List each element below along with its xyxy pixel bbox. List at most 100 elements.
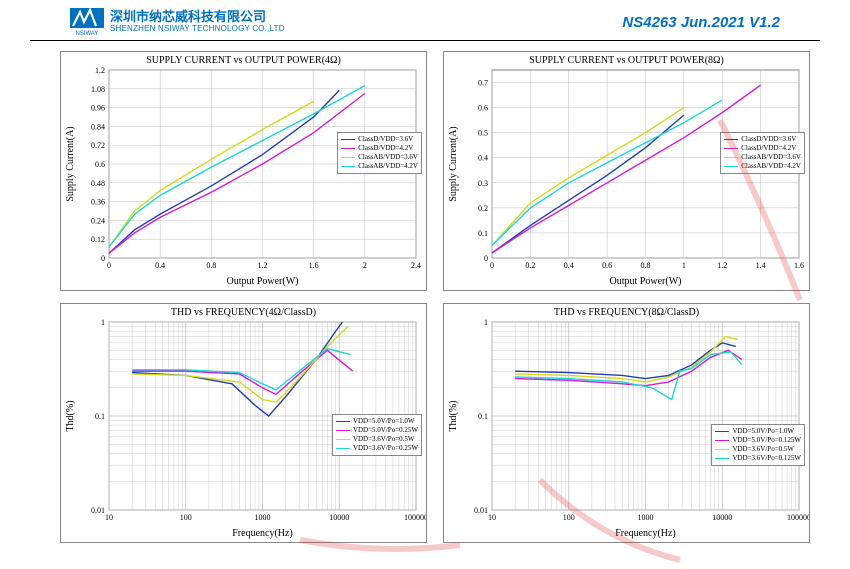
legend-label: ClassD/VDD=3.6V bbox=[741, 135, 796, 144]
legend-swatch bbox=[341, 139, 355, 140]
svg-text:1000: 1000 bbox=[638, 513, 654, 522]
legend-label: VDD=5.0V/Po=1.0W bbox=[732, 427, 794, 436]
svg-text:10000: 10000 bbox=[329, 513, 349, 522]
legend-swatch bbox=[724, 166, 738, 167]
svg-text:0.2: 0.2 bbox=[478, 204, 488, 213]
chart-svg: 101001000100001000000.010.11Frequency(Hz… bbox=[444, 304, 809, 542]
svg-text:Frequency(Hz): Frequency(Hz) bbox=[232, 528, 293, 539]
svg-text:0.1: 0.1 bbox=[95, 412, 105, 421]
legend-swatch bbox=[724, 148, 738, 149]
legend-swatch bbox=[715, 440, 729, 441]
legend-item: VDD=3.6V/Po=0.25W bbox=[336, 444, 418, 453]
legend-item: VDD=5.0V/Po=0.125W bbox=[715, 436, 801, 445]
svg-text:1.2: 1.2 bbox=[95, 66, 105, 75]
legend-item: ClassAB/VDD=4.2V bbox=[341, 162, 418, 171]
legend-item: VDD=5.0V/Po=1.0W bbox=[715, 427, 801, 436]
legend-swatch bbox=[715, 458, 729, 459]
svg-text:0.6: 0.6 bbox=[478, 104, 488, 113]
svg-text:0.72: 0.72 bbox=[91, 141, 105, 150]
nsiway-logo-icon: NSIWAY bbox=[70, 8, 104, 36]
svg-text:0.4: 0.4 bbox=[478, 154, 488, 163]
svg-text:10: 10 bbox=[488, 513, 496, 522]
svg-text:1.2: 1.2 bbox=[258, 261, 268, 270]
chart-legend: VDD=5.0V/Po=1.0WVDD=5.0V/Po=0.25WVDD=3.6… bbox=[332, 414, 422, 456]
legend-item: VDD=5.0V/Po=0.25W bbox=[336, 426, 418, 435]
svg-text:0.8: 0.8 bbox=[206, 261, 216, 270]
legend-item: ClassD/VDD=4.2V bbox=[724, 144, 801, 153]
legend-swatch bbox=[341, 148, 355, 149]
svg-text:0.01: 0.01 bbox=[474, 506, 488, 515]
company-name-cn: 深圳市纳芯威科技有限公司 bbox=[110, 10, 285, 24]
logo-block: NSIWAY 深圳市纳芯威科技有限公司 SHENZHEN NSIWAY TECH… bbox=[70, 8, 285, 36]
legend-swatch bbox=[715, 431, 729, 432]
svg-text:Thd(%): Thd(%) bbox=[448, 400, 459, 431]
company-name-en: SHENZHEN NSIWAY TECHNOLOGY CO.,LTD bbox=[110, 25, 285, 34]
svg-text:0.48: 0.48 bbox=[91, 179, 105, 188]
svg-text:0.24: 0.24 bbox=[91, 216, 105, 225]
svg-text:0.5: 0.5 bbox=[478, 129, 488, 138]
svg-text:1.2: 1.2 bbox=[717, 261, 727, 270]
legend-label: ClassAB/VDD=4.2V bbox=[358, 162, 418, 171]
legend-label: ClassD/VDD=4.2V bbox=[358, 144, 413, 153]
legend-item: ClassD/VDD=3.6V bbox=[724, 135, 801, 144]
svg-text:0: 0 bbox=[484, 254, 488, 263]
chart-legend: VDD=5.0V/Po=1.0WVDD=5.0V/Po=0.125WVDD=3.… bbox=[711, 424, 805, 466]
svg-text:0.01: 0.01 bbox=[91, 506, 105, 515]
svg-text:0.8: 0.8 bbox=[641, 261, 651, 270]
document-id: NS4263 Jun.2021 V1.2 bbox=[622, 14, 780, 31]
legend-item: VDD=3.6V/Po=0.5W bbox=[715, 445, 801, 454]
svg-text:1.08: 1.08 bbox=[91, 85, 105, 94]
legend-item: ClassD/VDD=3.6V bbox=[341, 135, 418, 144]
svg-text:0.2: 0.2 bbox=[525, 261, 535, 270]
svg-text:100000: 100000 bbox=[404, 513, 426, 522]
svg-text:0.12: 0.12 bbox=[91, 235, 105, 244]
legend-swatch bbox=[341, 166, 355, 167]
legend-label: VDD=5.0V/Po=0.125W bbox=[732, 436, 801, 445]
svg-text:0.7: 0.7 bbox=[478, 79, 488, 88]
legend-swatch bbox=[724, 139, 738, 140]
svg-text:0.4: 0.4 bbox=[564, 261, 574, 270]
svg-text:10000: 10000 bbox=[712, 513, 732, 522]
svg-text:Frequency(Hz): Frequency(Hz) bbox=[615, 528, 676, 539]
chart-panel-0: SUPPLY CURRENT vs OUTPUT POWER(4Ω)00.40.… bbox=[60, 51, 427, 291]
svg-text:2.4: 2.4 bbox=[411, 261, 421, 270]
svg-text:0.36: 0.36 bbox=[91, 198, 105, 207]
svg-text:100: 100 bbox=[563, 513, 575, 522]
legend-swatch bbox=[724, 157, 738, 158]
svg-text:1.6: 1.6 bbox=[309, 261, 319, 270]
legend-label: VDD=3.6V/Po=0.5W bbox=[353, 435, 415, 444]
legend-label: VDD=5.0V/Po=1.0W bbox=[353, 417, 415, 426]
svg-text:Supply Current(A): Supply Current(A) bbox=[448, 126, 459, 201]
legend-label: ClassAB/VDD=3.6V bbox=[358, 153, 418, 162]
svg-text:0: 0 bbox=[101, 254, 105, 263]
svg-text:0.96: 0.96 bbox=[91, 104, 105, 113]
svg-text:0: 0 bbox=[490, 261, 494, 270]
legend-item: ClassAB/VDD=3.6V bbox=[724, 153, 801, 162]
legend-label: ClassD/VDD=4.2V bbox=[741, 144, 796, 153]
legend-label: ClassAB/VDD=3.6V bbox=[741, 153, 801, 162]
chart-panel-3: THD vs FREQUENCY(8Ω/ClassD)1010010001000… bbox=[443, 303, 810, 543]
svg-text:0.4: 0.4 bbox=[155, 261, 165, 270]
legend-item: ClassAB/VDD=3.6V bbox=[341, 153, 418, 162]
svg-text:NSIWAY: NSIWAY bbox=[75, 31, 98, 36]
legend-swatch bbox=[715, 449, 729, 450]
chart-panel-2: THD vs FREQUENCY(4Ω/ClassD)1010010001000… bbox=[60, 303, 427, 543]
svg-text:0.6: 0.6 bbox=[95, 160, 105, 169]
chart-legend: ClassD/VDD=3.6VClassD/VDD=4.2VClassAB/VD… bbox=[337, 132, 422, 174]
legend-label: VDD=5.0V/Po=0.25W bbox=[353, 426, 418, 435]
legend-item: ClassAB/VDD=4.2V bbox=[724, 162, 801, 171]
legend-item: VDD=5.0V/Po=1.0W bbox=[336, 417, 418, 426]
svg-text:100: 100 bbox=[180, 513, 192, 522]
legend-label: VDD=3.6V/Po=0.25W bbox=[353, 444, 418, 453]
svg-text:Thd(%): Thd(%) bbox=[65, 400, 76, 431]
legend-item: ClassD/VDD=4.2V bbox=[341, 144, 418, 153]
legend-item: VDD=3.6V/Po=0.5W bbox=[336, 435, 418, 444]
svg-text:10: 10 bbox=[105, 513, 113, 522]
svg-text:1: 1 bbox=[682, 261, 686, 270]
legend-swatch bbox=[336, 430, 350, 431]
svg-text:0.6: 0.6 bbox=[602, 261, 612, 270]
svg-text:2: 2 bbox=[363, 261, 367, 270]
svg-text:1.6: 1.6 bbox=[794, 261, 804, 270]
legend-swatch bbox=[341, 157, 355, 158]
legend-label: ClassD/VDD=3.6V bbox=[358, 135, 413, 144]
